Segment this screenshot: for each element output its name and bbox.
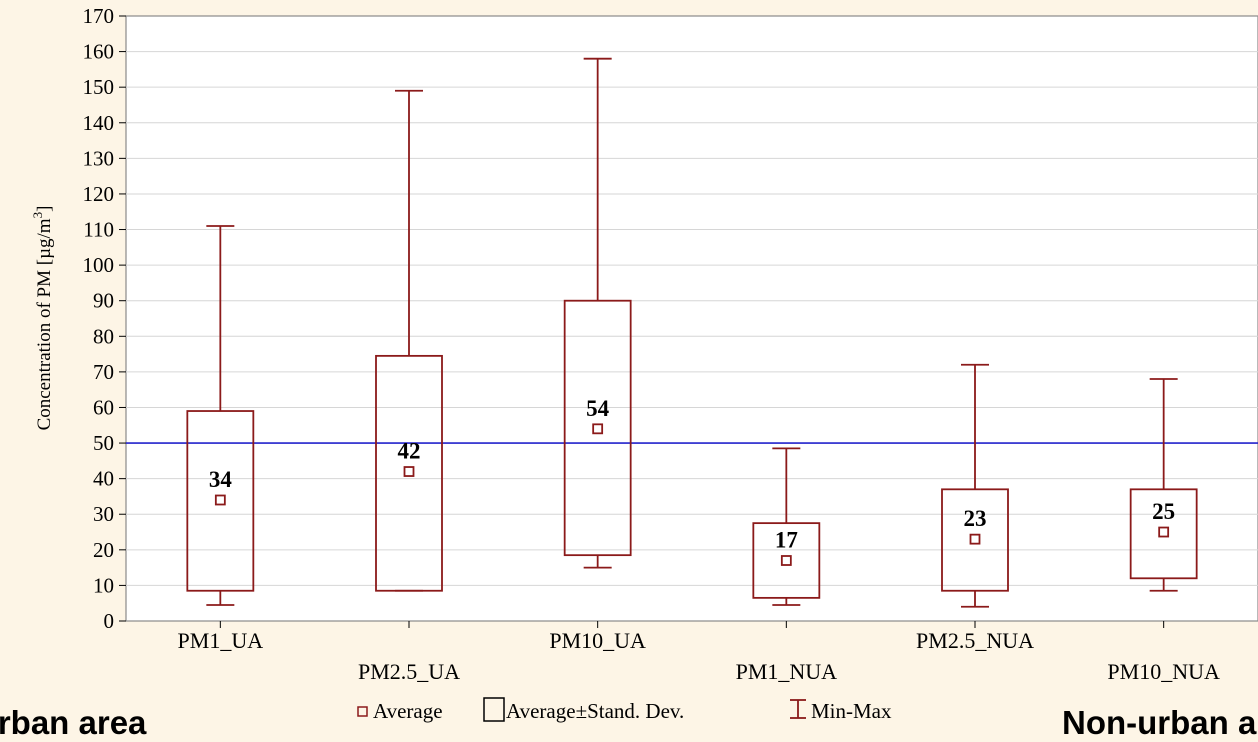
average-marker [971, 535, 980, 544]
y-tick-label: 70 [93, 360, 114, 384]
y-tick-label: 110 [83, 218, 114, 242]
average-value-label: 17 [775, 528, 798, 553]
y-tick-label: 30 [93, 502, 114, 526]
legend-average-label: Average [373, 699, 443, 723]
y-tick-label: 150 [83, 75, 115, 99]
y-tick-label: 40 [93, 467, 114, 491]
x-category-label: PM1_UA [178, 628, 264, 653]
x-category-label: PM10_NUA [1107, 659, 1220, 684]
legend-average-icon [358, 707, 367, 716]
y-tick-label: 10 [93, 573, 114, 597]
plot-area: 0 10 20 30 40 50 60 70 80 90 100 110 120 130 140 150 160… [83, 4, 1258, 684]
y-tick-label: 160 [83, 40, 115, 64]
y-tick-label: 130 [83, 146, 115, 170]
y-tick-label: 20 [93, 538, 114, 562]
average-marker [216, 496, 225, 505]
average-marker [405, 467, 414, 476]
y-tick-label: 60 [93, 395, 114, 419]
footer-urban-label: Urban area [0, 704, 146, 742]
x-category-label: PM2.5_NUA [916, 628, 1034, 653]
average-value-label: 42 [398, 439, 421, 464]
average-marker [782, 556, 791, 565]
legend-sd-label: Average±Stand. Dev. [506, 699, 684, 723]
y-tick-label: 120 [83, 182, 115, 206]
y-tick-label: 0 [104, 609, 115, 633]
x-category-label: PM10_UA [549, 628, 646, 653]
average-marker [1159, 528, 1168, 537]
y-tick-label: 50 [93, 431, 114, 455]
average-marker [593, 424, 602, 433]
y-tick-label: 170 [83, 4, 115, 28]
average-value-label: 34 [209, 467, 233, 492]
y-tick-label: 100 [83, 253, 115, 277]
footer-nonurban-label: Non-urban area [1062, 704, 1258, 742]
y-tick-label: 80 [93, 324, 114, 348]
x-category-label: PM2.5_UA [358, 659, 460, 684]
legend: Average Average±Stand. Dev. Min-Max [358, 698, 892, 723]
legend-sd-box-icon [484, 698, 504, 721]
legend-minmax-icon [790, 700, 806, 718]
legend-minmax-label: Min-Max [811, 699, 892, 723]
y-tick-label: 90 [93, 289, 114, 313]
average-value-label: 23 [964, 506, 987, 531]
y-tick-label: 140 [83, 111, 115, 135]
plot-background [126, 16, 1258, 621]
average-value-label: 25 [1152, 499, 1175, 524]
average-value-label: 54 [586, 396, 610, 421]
y-axis-label: Concentration of PM [µg/m3] [30, 206, 55, 431]
x-category-label: PM1_NUA [736, 659, 838, 684]
